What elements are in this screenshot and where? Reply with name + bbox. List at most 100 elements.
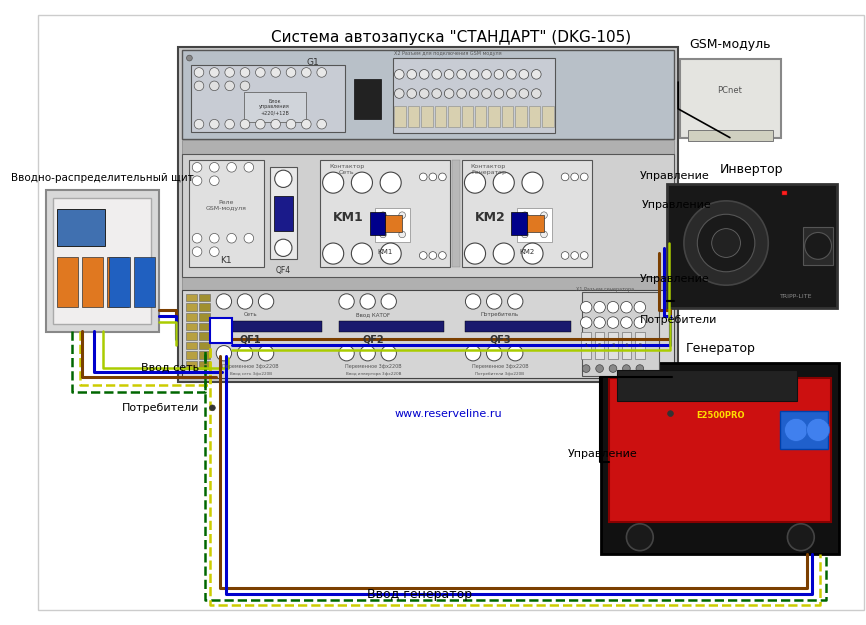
Bar (501, 106, 514, 127)
Text: Сеть: Сеть (244, 312, 257, 318)
Text: Ввод КАТОF: Ввод КАТОF (356, 312, 391, 318)
Circle shape (532, 69, 541, 79)
Text: Ввод инвертора 3фх220В: Ввод инвертора 3фх220В (346, 372, 401, 376)
Circle shape (465, 346, 481, 361)
Circle shape (487, 294, 501, 309)
Circle shape (582, 365, 590, 372)
Text: 2: 2 (598, 343, 601, 348)
Bar (435, 106, 446, 127)
Circle shape (469, 89, 479, 98)
Circle shape (419, 89, 429, 98)
Circle shape (225, 119, 235, 129)
Text: Переменное 3фх220В: Переменное 3фх220В (472, 364, 528, 369)
Circle shape (255, 68, 265, 78)
Circle shape (580, 173, 588, 181)
Circle shape (607, 301, 618, 313)
Bar (182, 276, 675, 290)
Text: G1: G1 (307, 58, 319, 67)
Bar (190, 159, 264, 267)
Bar (185, 342, 197, 349)
Circle shape (456, 69, 467, 79)
Text: QF1: QF1 (240, 335, 262, 345)
Bar (462, 106, 473, 127)
Circle shape (419, 252, 427, 259)
Circle shape (192, 233, 202, 243)
Bar (199, 294, 210, 301)
Circle shape (379, 212, 386, 219)
Text: Потребители 3фх220В: Потребители 3фх220В (475, 372, 525, 376)
Circle shape (323, 243, 344, 264)
Bar (199, 361, 210, 369)
Text: Ввод генератор: Ввод генератор (367, 588, 472, 601)
Circle shape (519, 69, 528, 79)
Circle shape (623, 365, 630, 372)
Bar (270, 168, 297, 259)
Bar (375, 208, 410, 242)
Bar (191, 65, 345, 132)
Circle shape (806, 418, 830, 441)
Circle shape (787, 524, 814, 551)
Text: Переменное 3фх220В: Переменное 3фх220В (223, 364, 279, 369)
Circle shape (381, 294, 397, 309)
Circle shape (286, 68, 296, 78)
Circle shape (596, 365, 604, 372)
Bar (635, 332, 644, 359)
Circle shape (668, 411, 674, 416)
Circle shape (399, 231, 405, 238)
Circle shape (286, 119, 296, 129)
Bar (521, 215, 544, 232)
Circle shape (360, 294, 375, 309)
Circle shape (237, 294, 253, 309)
Circle shape (419, 69, 429, 79)
Circle shape (522, 172, 543, 193)
Circle shape (271, 119, 281, 129)
Circle shape (275, 239, 292, 256)
Bar (452, 159, 460, 267)
Bar (199, 351, 210, 359)
Circle shape (580, 317, 592, 328)
Circle shape (225, 68, 235, 78)
Bar (449, 106, 460, 127)
Circle shape (805, 232, 831, 259)
Text: Вводно-распределительный щит: Вводно-распределительный щит (11, 173, 194, 182)
Circle shape (609, 365, 617, 372)
Text: 1: 1 (585, 343, 588, 348)
Bar (688, 130, 773, 141)
Circle shape (432, 69, 442, 79)
Circle shape (210, 176, 219, 186)
Text: Управление: Управление (568, 449, 637, 459)
Circle shape (712, 229, 740, 258)
Bar (392, 58, 555, 132)
Circle shape (258, 294, 274, 309)
Circle shape (521, 212, 528, 219)
Circle shape (494, 172, 514, 193)
Text: X1 Разъем генератора: X1 Разъем генератора (576, 287, 635, 292)
Bar (185, 351, 197, 359)
Circle shape (636, 365, 643, 372)
Circle shape (227, 233, 236, 243)
Circle shape (258, 346, 274, 361)
Circle shape (407, 69, 417, 79)
Bar (182, 290, 675, 378)
Text: 5: 5 (638, 343, 642, 348)
Circle shape (194, 119, 204, 129)
Bar (609, 378, 831, 522)
Bar (582, 292, 659, 376)
Circle shape (380, 243, 401, 264)
Circle shape (697, 214, 755, 272)
Circle shape (571, 173, 578, 181)
Circle shape (444, 89, 454, 98)
Bar (339, 321, 444, 332)
Bar (475, 106, 487, 127)
Circle shape (438, 252, 446, 259)
Bar (782, 191, 787, 195)
Circle shape (507, 69, 516, 79)
Circle shape (237, 346, 253, 361)
Text: Потребители: Потребители (121, 403, 199, 413)
Circle shape (465, 294, 481, 309)
Bar (465, 321, 571, 332)
Circle shape (352, 243, 372, 264)
Bar (517, 208, 552, 242)
Bar (395, 106, 406, 127)
Text: TRIPP-LITE: TRIPP-LITE (779, 294, 812, 299)
